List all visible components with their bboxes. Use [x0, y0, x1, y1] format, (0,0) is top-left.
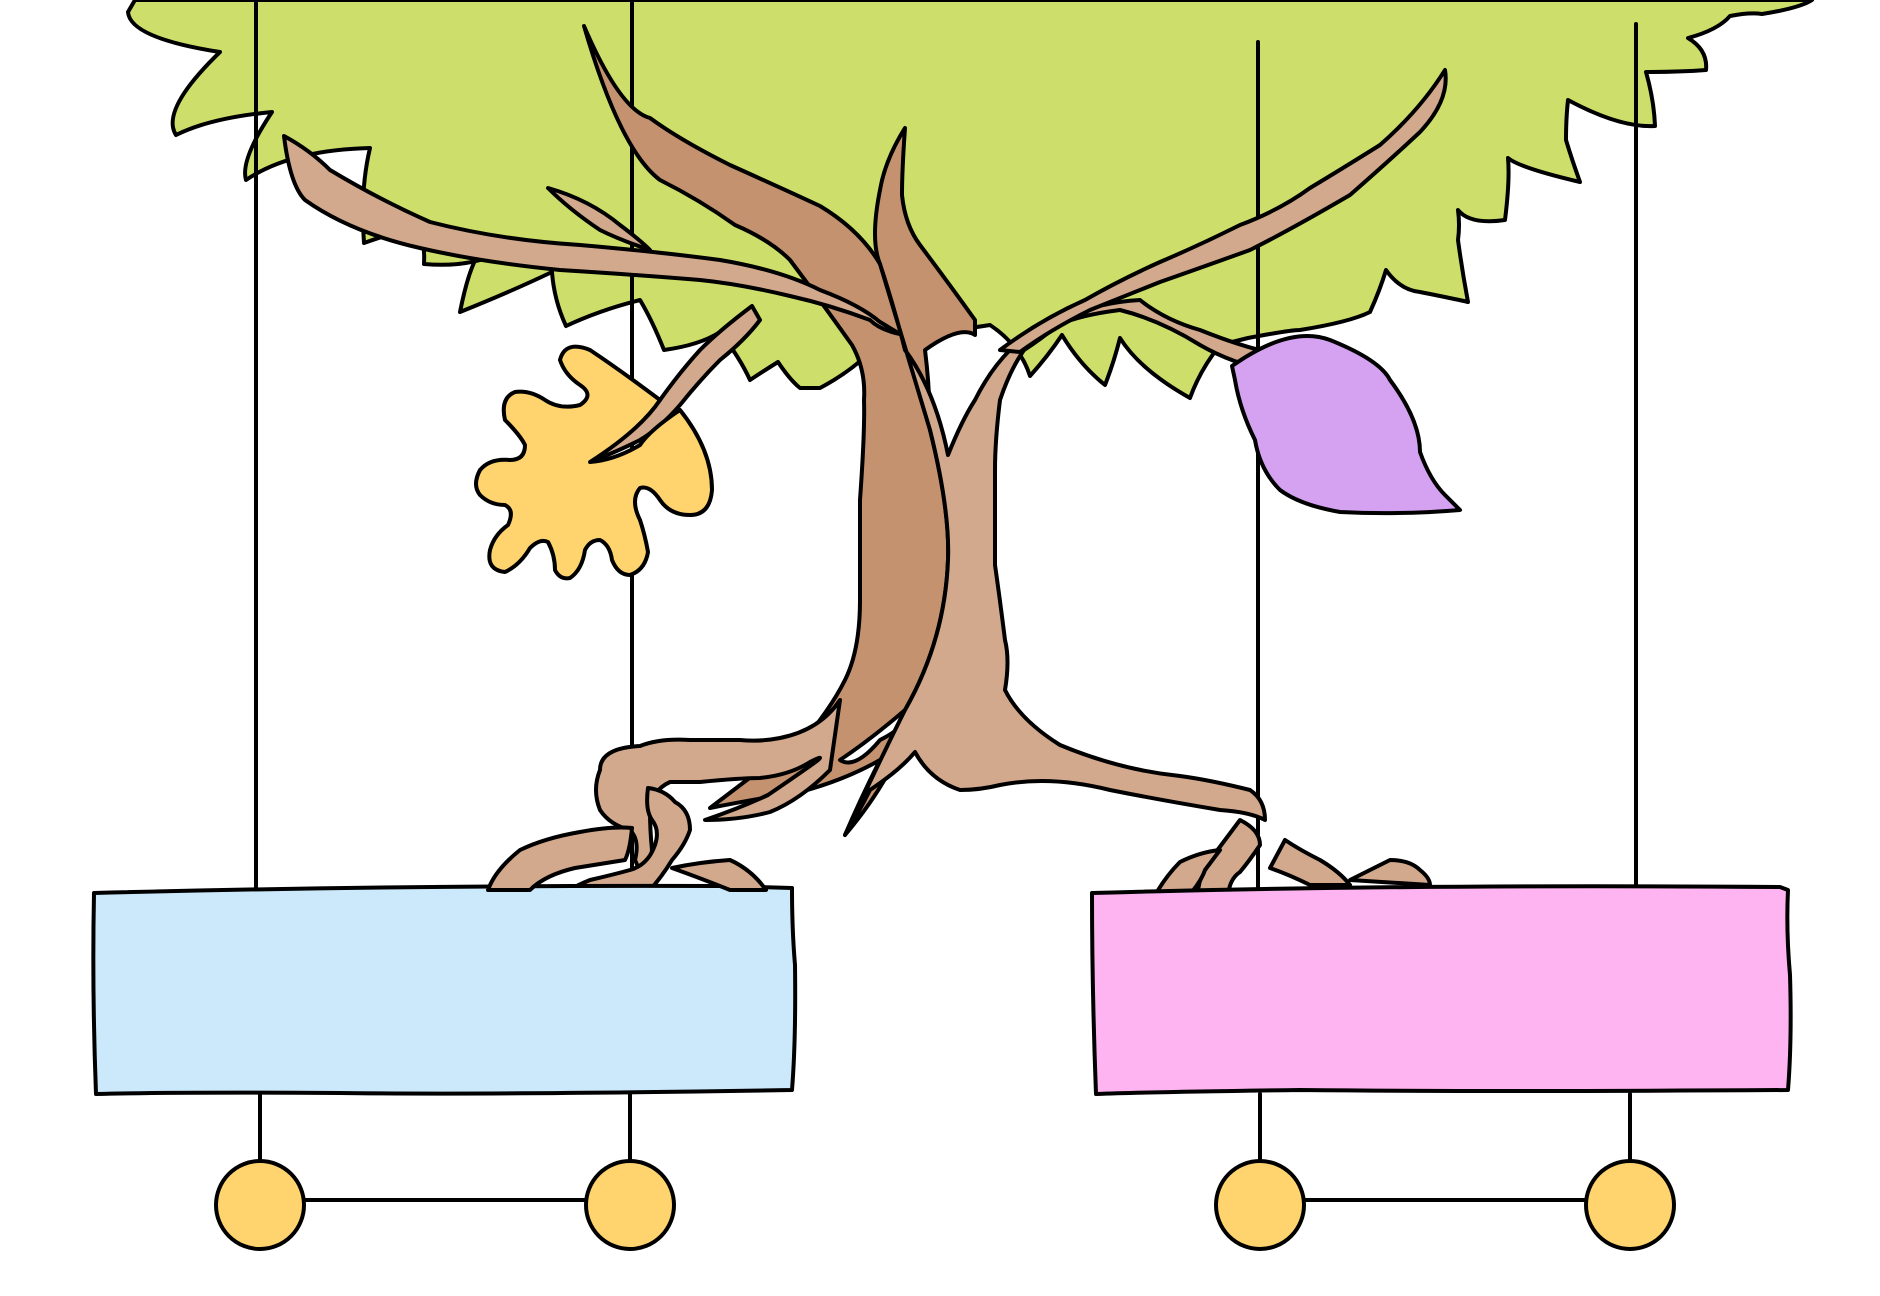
bottom-strings	[258, 1092, 1632, 1202]
nodes	[214, 1159, 1676, 1251]
label-box-right	[1090, 884, 1793, 1096]
node-2	[584, 1159, 676, 1251]
yellow-leaf	[474, 344, 714, 581]
node-1	[214, 1159, 306, 1251]
purple-leaf	[1230, 333, 1462, 516]
tree-root	[486, 825, 634, 892]
label-box-left	[91, 883, 798, 1096]
node-4	[1584, 1159, 1676, 1251]
tree-root	[670, 858, 768, 892]
node-3	[1214, 1159, 1306, 1251]
